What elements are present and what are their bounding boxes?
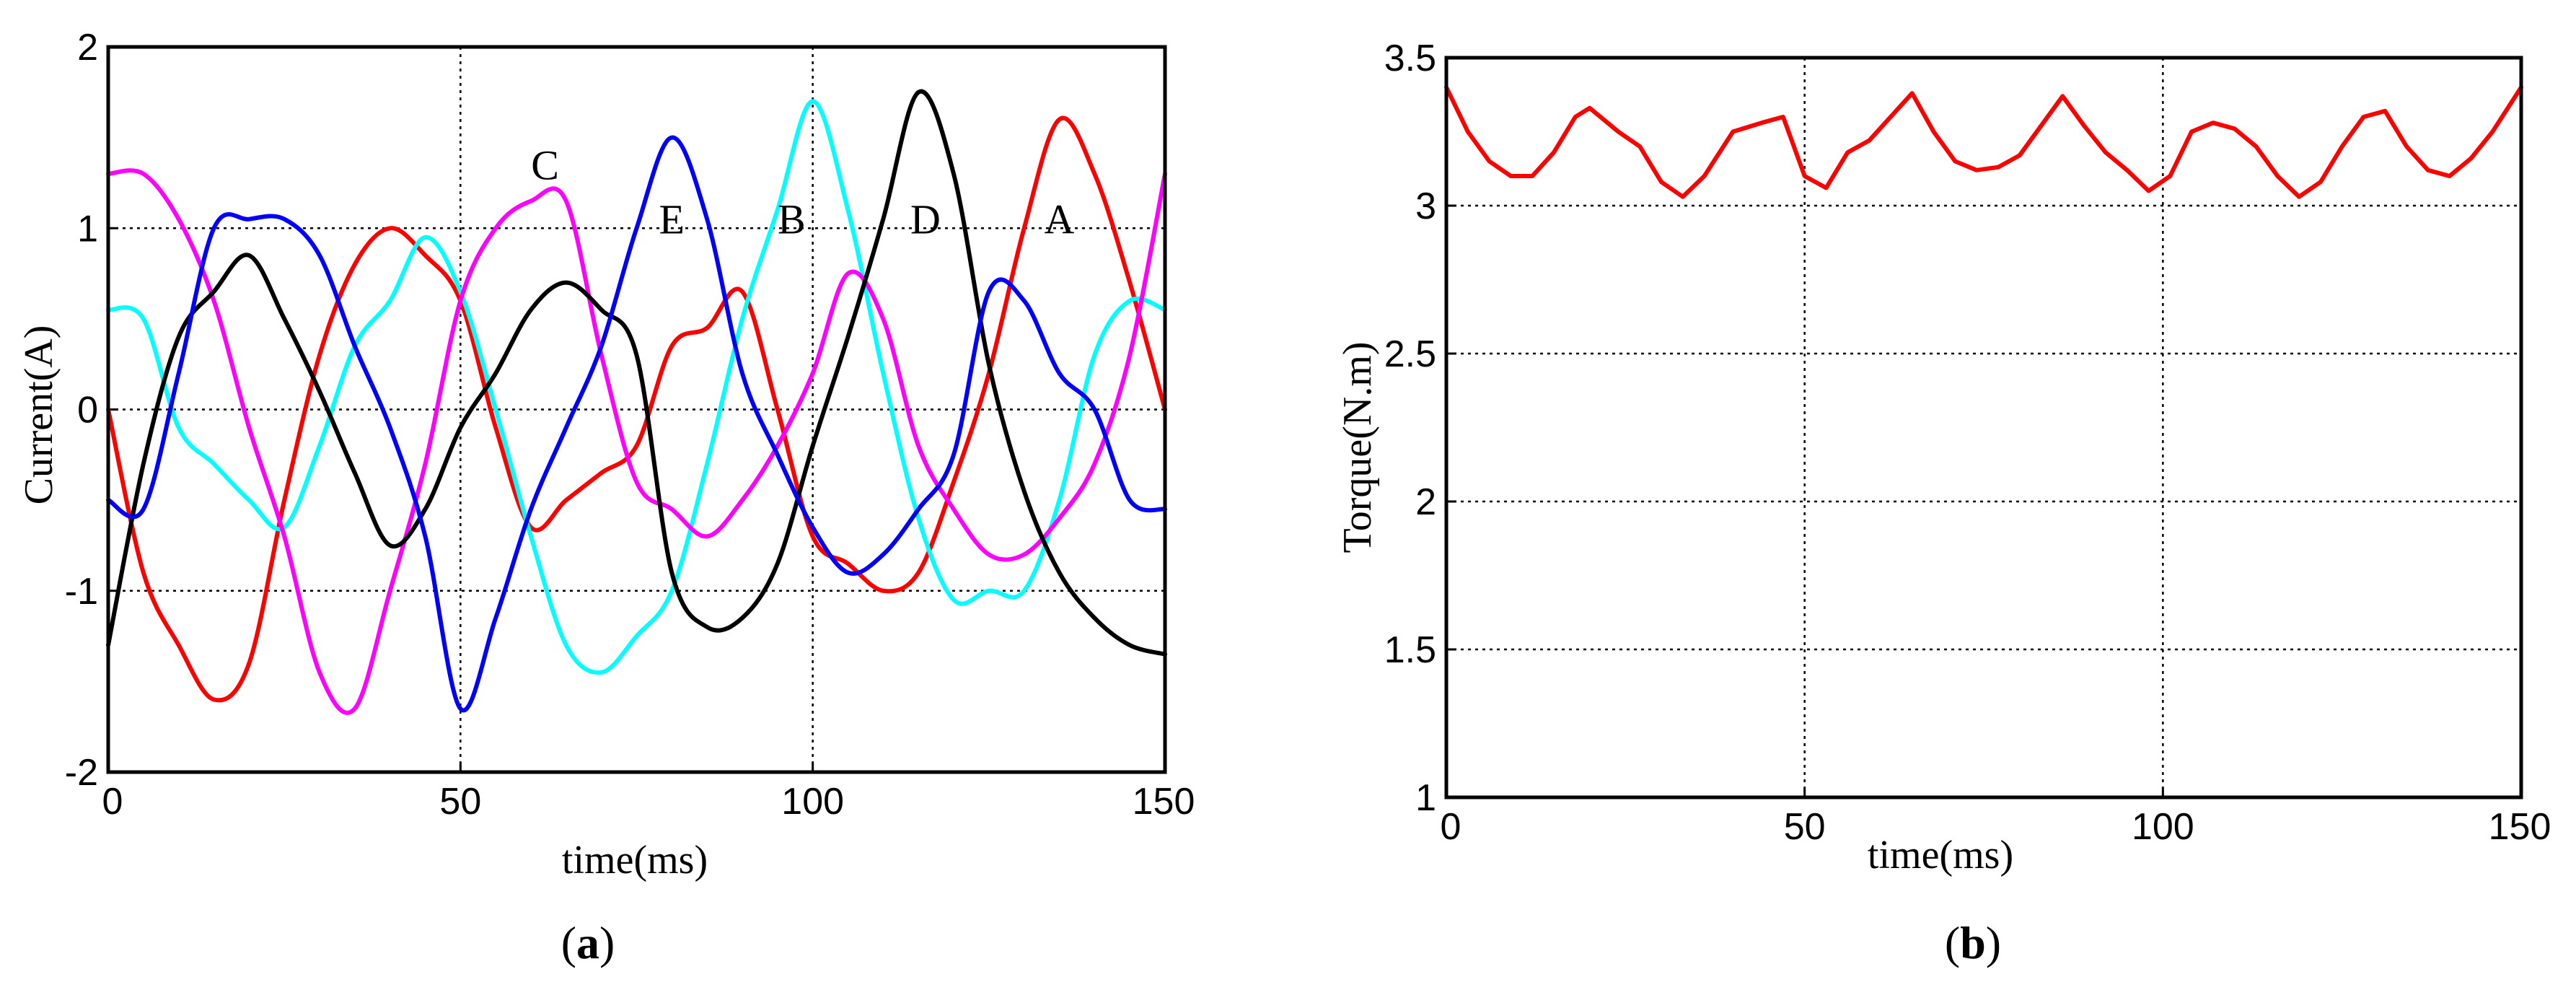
b-y-tick-label: 3 (1415, 185, 1436, 227)
torque-chart-plot-frame (1444, 56, 2523, 800)
panel-b-caption-open: ( (1945, 917, 1960, 968)
phase-label-b: B (778, 196, 806, 243)
current-chart-x-tick-labels: 0 50 100 150 (102, 781, 1195, 823)
current-chart-x-axis-label: time(ms) (562, 838, 708, 882)
current-chart-phase-annotations: C E B D A (531, 141, 1074, 242)
b-x-tick-label: 0 (1441, 806, 1461, 848)
series-line-d (106, 89, 1167, 657)
panel-a-caption-open: ( (561, 917, 576, 968)
a-y-tick-label: 1 (77, 208, 98, 250)
panel-a-caption-letter: a (576, 917, 599, 968)
current-chart: 0 50 100 150 -2 -1 0 1 2 C E B D A time(ms) Current… (17, 27, 1195, 968)
b-y-tick-label: 3.5 (1384, 38, 1436, 79)
panel-a-caption-close: ) (599, 917, 615, 968)
panel-b-caption-letter: b (1960, 917, 1986, 968)
a-x-tick-label: 100 (781, 781, 844, 823)
a-y-tick-label: -1 (65, 571, 98, 613)
torque-chart-y-axis-label: Torque(N.m) (1335, 341, 1380, 553)
panel-b-caption-close: ) (1986, 917, 2001, 968)
phase-label-e: E (659, 196, 685, 243)
b-y-tick-label: 1.5 (1384, 629, 1436, 671)
a-x-tick-label: 150 (1133, 781, 1195, 823)
a-x-tick-label: 50 (439, 781, 481, 823)
current-chart-series (106, 89, 1167, 715)
a-x-tick-label: 0 (102, 781, 123, 823)
b-y-tick-label: 1 (1415, 777, 1436, 819)
b-x-tick-label: 50 (1784, 806, 1826, 848)
torque-chart-x-tick-labels: 0 50 100 150 (1441, 806, 2551, 848)
a-y-tick-label: -2 (65, 752, 98, 794)
current-chart-y-tick-labels: -2 -1 0 1 2 (65, 27, 98, 794)
series-line-e (106, 135, 1167, 713)
series-line-torque (1444, 85, 2523, 199)
b-y-tick-label: 2.5 (1384, 333, 1436, 375)
b-x-tick-label: 100 (2132, 806, 2194, 848)
torque-chart-series (1444, 85, 2523, 199)
panel-a-caption: (a) (561, 917, 615, 968)
a-y-tick-label: 2 (77, 27, 98, 69)
series-line-a (106, 115, 1167, 703)
a-y-tick-label: 0 (77, 390, 98, 432)
phase-label-d: D (910, 196, 941, 243)
torque-chart-y-tick-labels: 1 1.5 2 2.5 3 3.5 (1384, 38, 1436, 819)
panel-b-caption: (b) (1945, 917, 2001, 968)
current-chart-plot-frame (106, 45, 1167, 774)
torque-chart: 0 50 100 150 1 1.5 2 2.5 3 3.5 time(ms) Torque(N… (1335, 38, 2551, 968)
phase-label-a: A (1045, 196, 1075, 243)
b-x-tick-label: 150 (2489, 806, 2551, 848)
current-chart-y-axis-label: Current(A) (17, 325, 61, 505)
series-line-b (106, 99, 1167, 675)
phase-label-c: C (531, 141, 559, 188)
series-line-c (106, 168, 1167, 715)
b-y-tick-label: 2 (1415, 481, 1436, 523)
torque-chart-x-axis-label: time(ms) (1868, 833, 2013, 877)
